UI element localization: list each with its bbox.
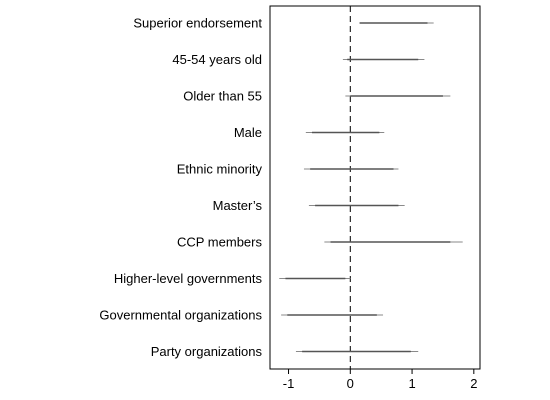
category-label: Higher-level governments bbox=[114, 271, 263, 286]
category-labels: Superior endorsement 45-54 years old Older… bbox=[99, 16, 262, 360]
category-label: Superior endorsement bbox=[133, 16, 262, 31]
category-label: Governmental organizations bbox=[99, 308, 262, 323]
x-axis: -1 0 1 2 bbox=[283, 369, 477, 391]
category-label: CCP members bbox=[177, 235, 263, 250]
x-tick-label: 2 bbox=[470, 376, 477, 391]
category-label: Master’s bbox=[213, 198, 263, 213]
interval-group bbox=[279, 22, 463, 353]
plot-frame bbox=[269, 5, 481, 370]
category-label: Party organizations bbox=[151, 344, 263, 359]
x-tick-label: 0 bbox=[347, 376, 354, 391]
x-tick-label: -1 bbox=[283, 376, 295, 391]
category-label: 45-54 years old bbox=[172, 52, 262, 67]
category-label: Male bbox=[234, 125, 262, 140]
x-tick-label: 1 bbox=[408, 376, 415, 391]
category-label: Older than 55 bbox=[183, 89, 262, 104]
category-label: Ethnic minority bbox=[177, 162, 263, 177]
